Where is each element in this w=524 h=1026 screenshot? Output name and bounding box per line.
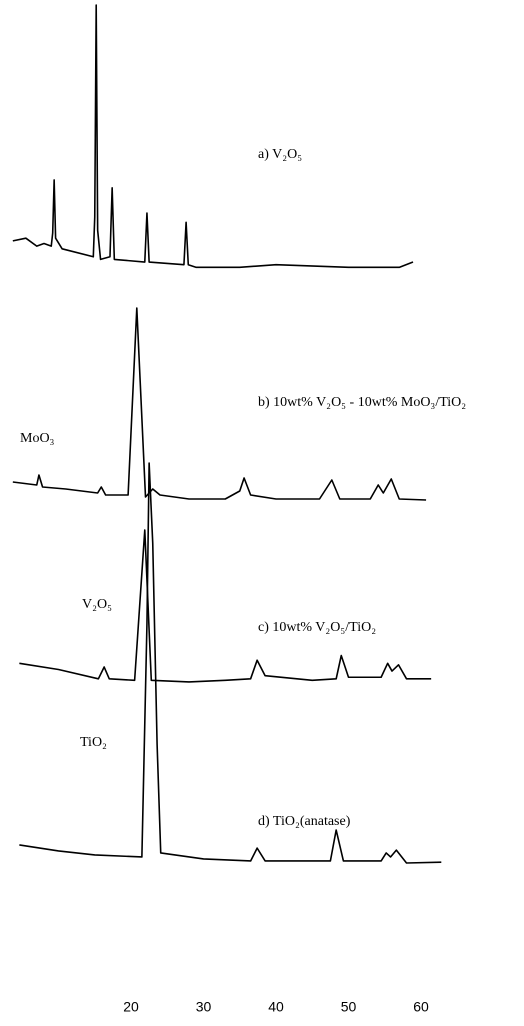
trace-label: d) TiO₂(anatase) xyxy=(258,814,351,829)
x-tick-label: 20 xyxy=(123,999,139,1015)
trace-label: b) 10wt% V₂O₅ - 10wt% MoO₃/TiO₂ xyxy=(258,395,466,410)
x-tick-label: 40 xyxy=(268,999,284,1015)
x-tick-label: 30 xyxy=(196,999,212,1015)
peak-annotation: MoO₃ xyxy=(20,431,55,446)
xrd-trace xyxy=(19,462,442,864)
x-tick-label: 50 xyxy=(341,999,357,1015)
trace-label: c) 10wt% V₂O₅/TiO₂ xyxy=(258,620,376,635)
xrd-trace xyxy=(12,307,427,501)
peak-annotation: V₂O₅ xyxy=(82,597,112,612)
xrd-trace xyxy=(19,529,432,683)
x-tick-label: 60 xyxy=(413,999,429,1015)
trace-label: a) V₂O₅ xyxy=(258,147,302,162)
peak-annotation: TiO₂ xyxy=(80,735,107,750)
xrd-trace xyxy=(12,4,414,269)
